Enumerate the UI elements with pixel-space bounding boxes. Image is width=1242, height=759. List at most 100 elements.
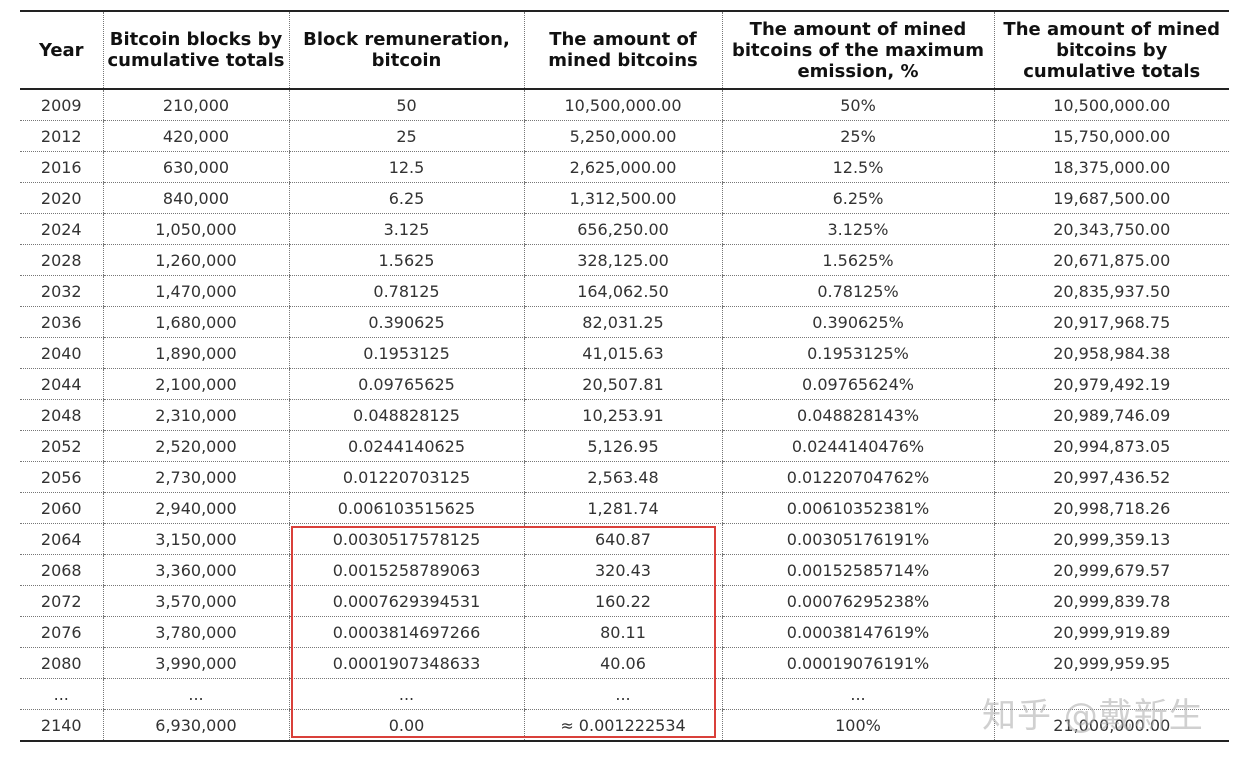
mined-cell: 40.06	[523, 647, 722, 679]
bitcoin-emission-table: Year Bitcoin blocks by cumulative totals…	[20, 10, 1229, 742]
blocks-cell: 2,730,000	[102, 461, 289, 493]
mined-cell: ≈ 0.001222534	[523, 709, 722, 742]
remuneration-cell: 1.5625	[288, 244, 524, 276]
mined-cell: 320.43	[523, 554, 722, 586]
cumulative-cell: 20,999,959.95	[993, 647, 1229, 679]
mined-cell: 80.11	[523, 616, 722, 648]
cumulative-cell: 20,999,359.13	[993, 523, 1229, 555]
remuneration-cell: 6.25	[288, 182, 524, 214]
table-row: 2012 420,000 25 5,250,000.00 25% 15,750,000.0…	[20, 120, 1229, 152]
cumulative-cell: 20,958,984.38	[993, 337, 1229, 369]
cumulative-cell: 20,671,875.00	[993, 244, 1229, 276]
blocks-cell: 3,990,000	[102, 647, 289, 679]
blocks-cell: 6,930,000	[102, 709, 289, 742]
blocks-cell: 1,260,000	[102, 244, 289, 276]
percent-cell: 25%	[721, 120, 994, 152]
mined-cell: 1,281.74	[523, 492, 722, 524]
mined-cell: 1,312,500.00	[523, 182, 722, 214]
blocks-cell: 3,780,000	[102, 616, 289, 648]
cumulative-cell: 20,979,492.19	[993, 368, 1229, 400]
percent-cell: ...	[721, 678, 994, 710]
mined-cell: 5,250,000.00	[523, 120, 722, 152]
cumulative-cell: 21,000,000.00	[993, 709, 1229, 742]
percent-cell: 0.0244140476%	[721, 430, 994, 462]
remuneration-cell: 0.78125	[288, 275, 524, 307]
remuneration-cell: 0.0007629394531	[288, 585, 524, 617]
percent-cell: 0.00076295238%	[721, 585, 994, 617]
percent-cell: 12.5%	[721, 151, 994, 183]
table-row: 2072 3,570,000 0.0007629394531 160.22 0.0007…	[20, 585, 1229, 617]
cumulative-cell: 20,999,839.78	[993, 585, 1229, 617]
mined-cell: ...	[523, 678, 722, 710]
mined-cell: 328,125.00	[523, 244, 722, 276]
percent-cell: 0.00038147619%	[721, 616, 994, 648]
year-cell: 2032	[20, 275, 103, 307]
table-row: 2024 1,050,000 3.125 656,250.00 3.125% 20,343…	[20, 213, 1229, 245]
header-blocks: Bitcoin blocks by cumulative totals	[102, 10, 289, 90]
year-cell: 2076	[20, 616, 103, 648]
percent-cell: 0.048828143%	[721, 399, 994, 431]
percent-cell: 100%	[721, 709, 994, 742]
blocks-cell: 3,570,000	[102, 585, 289, 617]
header-percent: The amount of mined bitcoins of the maxi…	[721, 10, 994, 90]
mined-cell: 10,500,000.00	[523, 89, 722, 121]
remuneration-cell: 0.390625	[288, 306, 524, 338]
table-row: 2064 3,150,000 0.0030517578125 640.87 0.0030…	[20, 523, 1229, 555]
blocks-cell: 1,050,000	[102, 213, 289, 245]
header-mined: The amount of mined bitcoins	[523, 10, 722, 90]
table-row: ...............	[20, 678, 1229, 710]
table-row: 2020 840,000 6.25 1,312,500.00 6.25% 19,687,5…	[20, 182, 1229, 214]
cumulative-cell: 19,687,500.00	[993, 182, 1229, 214]
blocks-cell: 3,360,000	[102, 554, 289, 586]
mined-cell: 82,031.25	[523, 306, 722, 338]
year-cell: 2040	[20, 337, 103, 369]
mined-cell: 2,563.48	[523, 461, 722, 493]
year-cell: 2064	[20, 523, 103, 555]
cumulative-cell: 20,994,873.05	[993, 430, 1229, 462]
year-cell: 2020	[20, 182, 103, 214]
remuneration-cell: 0.0003814697266	[288, 616, 524, 648]
mined-cell: 640.87	[523, 523, 722, 555]
remuneration-cell: 12.5	[288, 151, 524, 183]
blocks-cell: 1,680,000	[102, 306, 289, 338]
percent-cell: 0.1953125%	[721, 337, 994, 369]
blocks-cell: 2,520,000	[102, 430, 289, 462]
percent-cell: 0.00152585714%	[721, 554, 994, 586]
header-year: Year	[20, 10, 103, 90]
mined-cell: 164,062.50	[523, 275, 722, 307]
table-row: 2056 2,730,000 0.01220703125 2,563.48 0.0122…	[20, 461, 1229, 493]
table-row: 2036 1,680,000 0.390625 82,031.25 0.390625% 2…	[20, 306, 1229, 338]
remuneration-cell: 0.0244140625	[288, 430, 524, 462]
year-cell: ...	[20, 678, 103, 710]
cumulative-cell: 20,343,750.00	[993, 213, 1229, 245]
remuneration-cell: 0.01220703125	[288, 461, 524, 493]
remuneration-cell: 0.0001907348633	[288, 647, 524, 679]
year-cell: 2009	[20, 89, 103, 121]
table-row: 2028 1,260,000 1.5625 328,125.00 1.5625% 20,6…	[20, 244, 1229, 276]
cumulative-cell: 20,998,718.26	[993, 492, 1229, 524]
year-cell: 2024	[20, 213, 103, 245]
blocks-cell: 210,000	[102, 89, 289, 121]
cumulative-cell: 20,999,919.89	[993, 616, 1229, 648]
year-cell: 2012	[20, 120, 103, 152]
year-cell: 2028	[20, 244, 103, 276]
blocks-cell: 1,470,000	[102, 275, 289, 307]
remuneration-cell: 0.048828125	[288, 399, 524, 431]
year-cell: 2072	[20, 585, 103, 617]
table-row: 2044 2,100,000 0.09765625 20,507.81 0.097656…	[20, 368, 1229, 400]
blocks-cell: 3,150,000	[102, 523, 289, 555]
cumulative-cell	[993, 678, 1229, 710]
year-cell: 2056	[20, 461, 103, 493]
year-cell: 2052	[20, 430, 103, 462]
table-row: 2040 1,890,000 0.1953125 41,015.63 0.1953125…	[20, 337, 1229, 369]
year-cell: 2044	[20, 368, 103, 400]
percent-cell: 0.00610352381%	[721, 492, 994, 524]
table-row: 2080 3,990,000 0.0001907348633 40.06 0.00019…	[20, 647, 1229, 679]
table-row: 2076 3,780,000 0.0003814697266 80.11 0.00038…	[20, 616, 1229, 648]
mined-cell: 20,507.81	[523, 368, 722, 400]
percent-cell: 0.09765624%	[721, 368, 994, 400]
year-cell: 2080	[20, 647, 103, 679]
mined-cell: 10,253.91	[523, 399, 722, 431]
table-row: 2068 3,360,000 0.0015258789063 320.43 0.0015…	[20, 554, 1229, 586]
remuneration-cell: 0.09765625	[288, 368, 524, 400]
